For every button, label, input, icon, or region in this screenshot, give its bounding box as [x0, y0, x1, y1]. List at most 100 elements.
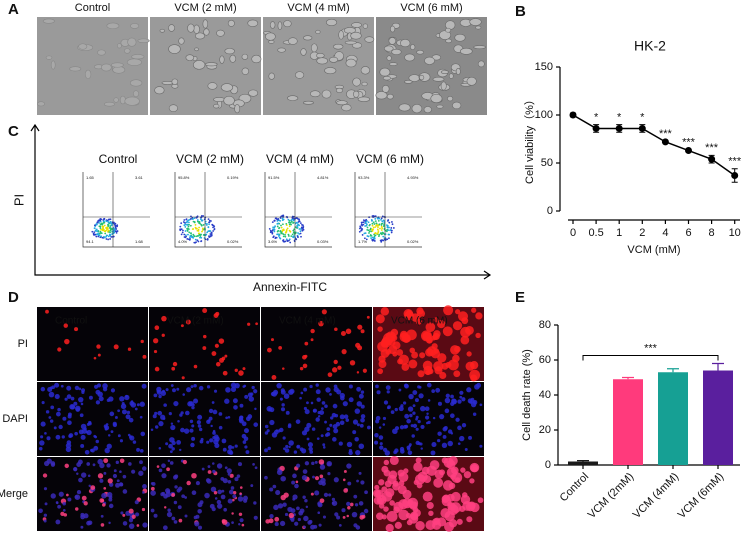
nucleus — [274, 516, 280, 522]
event — [187, 233, 189, 236]
nucleus — [314, 490, 320, 496]
nucleus — [119, 439, 124, 443]
event — [273, 228, 276, 231]
nucleus — [267, 446, 272, 451]
nucleus — [227, 444, 233, 450]
event — [105, 235, 107, 238]
event — [365, 238, 368, 241]
event — [362, 223, 365, 226]
nucleus — [472, 399, 478, 405]
nucleus — [41, 401, 45, 405]
event — [366, 226, 369, 229]
nucleus — [160, 492, 165, 497]
event — [290, 223, 292, 226]
nucleus — [304, 409, 310, 415]
event — [187, 225, 190, 228]
event — [99, 225, 102, 228]
cell — [104, 101, 115, 107]
nucleus — [222, 447, 227, 452]
event — [212, 230, 215, 232]
event — [103, 221, 106, 224]
nucleus — [124, 394, 130, 401]
cell — [97, 49, 106, 56]
event — [364, 221, 367, 224]
nucleus — [191, 490, 197, 496]
nucleus — [170, 384, 174, 387]
nucleus — [456, 518, 463, 525]
nucleus — [209, 438, 214, 443]
nucleus — [109, 411, 115, 417]
cell — [341, 103, 352, 112]
cell — [192, 60, 206, 70]
nucleus — [459, 395, 463, 399]
nucleus — [64, 463, 69, 469]
cell — [410, 44, 416, 51]
event — [105, 238, 108, 240]
nucleus — [437, 353, 447, 363]
event — [378, 235, 380, 238]
cell — [268, 72, 275, 80]
nucleus — [222, 370, 228, 376]
nucleus — [139, 415, 143, 419]
nucleus — [403, 424, 408, 429]
flow-arrows — [30, 123, 492, 280]
nucleus — [336, 515, 341, 520]
nucleus — [358, 471, 362, 475]
nucleus — [460, 326, 471, 338]
nucleus — [108, 521, 111, 525]
nucleus — [363, 508, 369, 514]
y-tick-label: 20 — [539, 424, 551, 436]
point — [708, 155, 716, 163]
nucleus — [141, 383, 147, 389]
nucleus — [336, 389, 342, 395]
nucleus — [470, 361, 479, 370]
cell — [432, 76, 445, 82]
nucleus — [450, 394, 454, 399]
event — [188, 231, 191, 234]
nucleus — [170, 424, 176, 431]
event — [372, 239, 375, 241]
nucleus — [374, 484, 380, 491]
event — [285, 230, 288, 233]
nucleus — [316, 437, 320, 440]
cell — [241, 53, 249, 60]
nucleus — [66, 385, 72, 391]
nucleus — [243, 436, 249, 442]
point — [638, 124, 646, 132]
cell — [411, 103, 423, 114]
nucleus — [288, 423, 292, 427]
nucleus — [418, 393, 424, 399]
nucleus — [88, 484, 92, 488]
nucleus — [271, 375, 277, 380]
cell — [454, 33, 466, 42]
nucleus — [158, 421, 164, 427]
nucleus — [224, 466, 228, 470]
nucleus — [394, 426, 400, 431]
event — [109, 221, 112, 224]
cell — [475, 25, 482, 30]
nucleus — [97, 473, 104, 479]
event — [110, 227, 113, 230]
cell — [110, 62, 124, 68]
nucleus — [161, 463, 166, 469]
event — [378, 223, 381, 226]
event — [212, 224, 215, 227]
nucleus — [58, 424, 63, 430]
nucleus — [306, 422, 312, 428]
event — [293, 228, 296, 231]
nucleus — [173, 400, 179, 407]
nucleus — [214, 436, 220, 442]
nucleus — [426, 501, 434, 510]
nucleus — [57, 347, 62, 352]
event — [291, 218, 293, 221]
cell — [362, 23, 368, 29]
nucleus — [184, 496, 188, 499]
event — [179, 229, 182, 232]
nucleus — [306, 437, 310, 441]
nucleus — [216, 463, 223, 469]
event — [288, 223, 291, 226]
nucleus — [298, 510, 304, 516]
nucleus — [345, 418, 350, 422]
column-label: VCM (4 mM) — [287, 2, 349, 14]
nucleus — [210, 424, 213, 428]
